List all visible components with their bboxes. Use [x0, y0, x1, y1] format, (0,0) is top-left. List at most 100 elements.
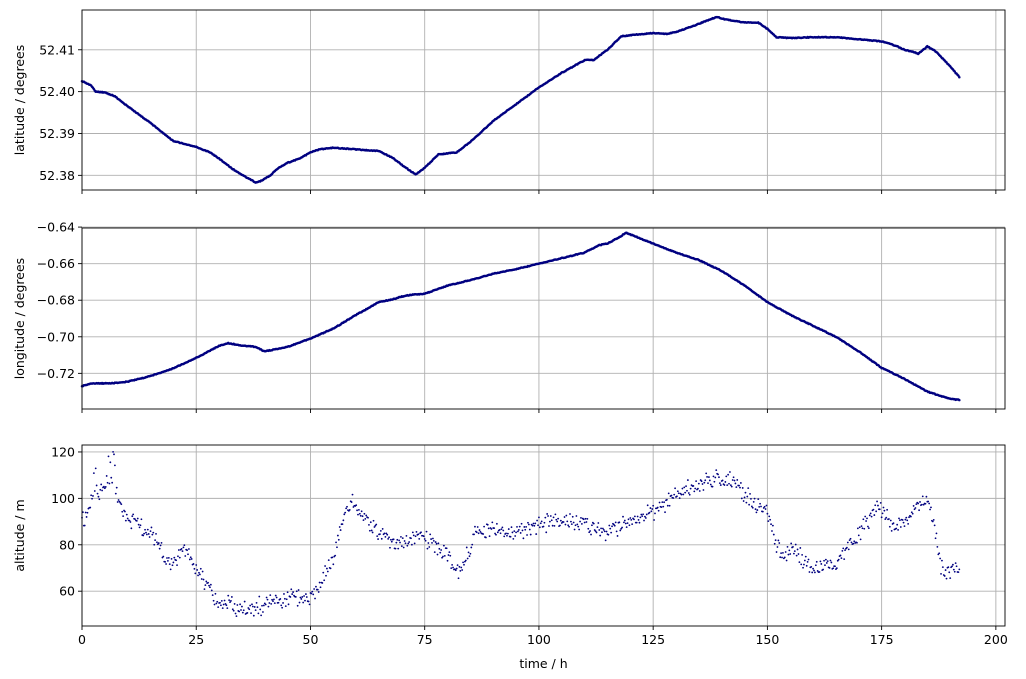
altitude-data-point — [169, 568, 172, 571]
altitude-data-point — [272, 600, 274, 603]
altitude-data-point — [590, 533, 592, 536]
altitude-data-point — [803, 563, 805, 566]
altitude-data-point — [676, 495, 678, 498]
altitude-data-point — [142, 534, 145, 537]
altitude-data-point — [865, 520, 867, 522]
altitude-data-point — [772, 533, 775, 536]
altitude-data-point — [684, 491, 687, 494]
altitude-data-point — [208, 584, 210, 587]
altitude-data-point — [305, 593, 307, 595]
altitude-data-point — [663, 501, 666, 504]
altitude-data-point — [898, 517, 900, 520]
altitude-data-point — [803, 559, 806, 562]
altitude-data-point — [471, 543, 474, 546]
altitude-data-point — [477, 532, 480, 535]
altitude-data-point — [749, 492, 751, 495]
altitude-data-point — [319, 586, 322, 589]
altitude-data-point — [155, 532, 157, 535]
altitude-data-point — [570, 523, 573, 526]
altitude-data-point — [342, 519, 345, 522]
altitude-data-point — [221, 607, 224, 610]
altitude-data-point — [723, 484, 726, 486]
altitude-data-point — [668, 504, 671, 507]
altitude-data-point — [170, 557, 173, 560]
altitude-data-point — [93, 490, 96, 492]
altitude-data-point — [559, 519, 562, 522]
altitude-data-point — [805, 564, 808, 567]
altitude-data-point — [111, 481, 114, 484]
altitude-data-point — [176, 564, 178, 567]
altitude-data-point — [424, 539, 427, 542]
altitude-panel: 0 25 50 75 100 125 150 175 200 60 80 100 120 altitude… — [12, 444, 1008, 671]
altitude-data-point — [82, 511, 84, 514]
altitude-data-point — [376, 535, 379, 538]
altitude-data-point — [437, 542, 440, 545]
altitude-data-point — [930, 506, 932, 509]
altitude-data-point — [729, 484, 732, 487]
longitude-ytick-label: −0.72 — [37, 366, 75, 381]
altitude-data-point — [777, 539, 780, 542]
altitude-data-point — [533, 524, 536, 527]
altitude-data-point — [91, 497, 93, 500]
altitude-data-point — [165, 563, 167, 565]
altitude-data-point — [241, 605, 243, 608]
altitude-data-point — [250, 612, 252, 615]
altitude-data-point — [879, 501, 882, 504]
altitude-ytick-label: 120 — [51, 444, 75, 459]
altitude-data-point — [345, 507, 348, 510]
altitude-data-point — [644, 515, 646, 518]
altitude-data-point — [708, 479, 711, 482]
altitude-data-point — [383, 532, 386, 535]
altitude-data-point — [566, 520, 569, 523]
altitude-data-point — [262, 604, 265, 607]
altitude-data-point — [802, 566, 804, 569]
altitude-data-point — [861, 527, 864, 530]
altitude-data-point — [136, 517, 139, 520]
altitude-data-point — [289, 596, 292, 598]
altitude-data-point — [259, 608, 262, 611]
altitude-data-point — [252, 614, 255, 617]
altitude-data-point — [158, 547, 161, 550]
altitude-data-point — [683, 486, 686, 489]
altitude-data-point — [545, 531, 548, 534]
altitude-data-point — [495, 522, 498, 525]
altitude-data-point — [702, 489, 705, 491]
altitude-data-point — [620, 527, 623, 530]
altitude-data-point — [381, 528, 384, 530]
altitude-data-point — [270, 603, 273, 605]
altitude-data-point — [251, 605, 254, 608]
altitude-data-point — [363, 512, 366, 515]
altitude-data-point — [392, 538, 395, 541]
altitude-data-point — [225, 604, 228, 607]
altitude-data-point — [605, 530, 608, 533]
altitude-data-point — [546, 513, 549, 515]
altitude-data-point — [215, 602, 218, 605]
altitude-data-point — [440, 549, 443, 551]
altitude-data-point — [822, 568, 825, 571]
longitude-axes-frame — [81, 227, 1006, 410]
altitude-data-point — [910, 511, 913, 514]
altitude-data-point — [613, 524, 616, 527]
altitude-data-point — [638, 521, 641, 524]
altitude-data-point — [801, 553, 804, 556]
altitude-data-point — [746, 495, 749, 498]
altitude-data-point — [786, 545, 789, 548]
altitude-data-point — [775, 551, 778, 553]
altitude-data-point — [582, 518, 585, 521]
latitude-ytick-label: 52.41 — [39, 42, 75, 57]
altitude-data-point — [814, 571, 816, 574]
altitude-data-point — [806, 561, 809, 563]
altitude-data-point — [256, 606, 259, 609]
altitude-xtick-label: 50 — [303, 632, 319, 647]
altitude-data-point — [769, 518, 772, 521]
altitude-xtick-label: 25 — [188, 632, 204, 647]
altitude-data-point — [857, 534, 860, 537]
altitude-data-point — [618, 521, 621, 524]
altitude-data-point — [870, 515, 873, 518]
altitude-data-point — [329, 567, 332, 570]
altitude-data-point — [735, 486, 738, 489]
altitude-xtick-label: 0 — [78, 632, 86, 647]
longitude-ylabel: longitude / degrees — [12, 258, 27, 379]
altitude-data-point — [657, 509, 660, 512]
altitude-data-point — [745, 501, 748, 504]
